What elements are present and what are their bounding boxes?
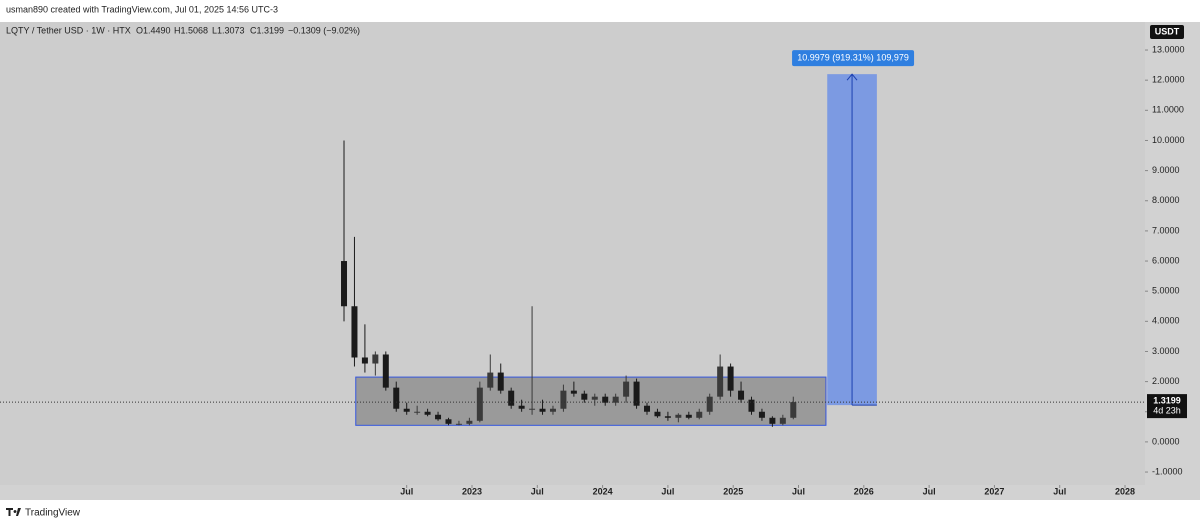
- candle-body: [758, 411, 765, 418]
- candle-body: [790, 402, 797, 418]
- credit: usman890 created with TradingView.com, J…: [6, 4, 278, 14]
- x-tick-label: 2028: [1115, 486, 1135, 496]
- candle-body: [602, 396, 609, 403]
- candle-body: [560, 390, 567, 409]
- y-tick-label: 7.0000: [1152, 225, 1180, 235]
- candle-body: [518, 405, 525, 409]
- x-tick-label: 2024: [593, 486, 613, 496]
- candle-body: [748, 399, 755, 412]
- candle-body: [372, 354, 379, 364]
- candle-body: [706, 396, 713, 412]
- candle-body: [570, 390, 577, 394]
- logo: [6, 508, 21, 516]
- candle-body: [591, 396, 598, 400]
- candle-body: [403, 408, 410, 412]
- candle-body: [529, 408, 536, 410]
- x-tick-label: 2027: [984, 486, 1004, 496]
- candle-body: [623, 381, 630, 397]
- candle-body: [779, 417, 786, 424]
- candle-body: [351, 306, 358, 358]
- candle-body: [393, 387, 400, 409]
- candle-body: [539, 408, 546, 412]
- brand: TradingView: [25, 508, 81, 519]
- x-tick-label: Jul: [1053, 486, 1066, 496]
- y-tick-label: 11.0000: [1152, 105, 1184, 115]
- price-axis-background: [1145, 22, 1200, 500]
- candle-body: [654, 411, 661, 417]
- plot-background: [0, 22, 1145, 485]
- candle-body: [769, 417, 776, 424]
- candle-body: [612, 396, 619, 403]
- candle-body: [685, 414, 692, 418]
- projection-label: 10.9979 (919.31%) 109,979: [797, 53, 909, 63]
- candle-body: [497, 372, 504, 391]
- candle-body: [414, 411, 421, 413]
- candle-body: [664, 416, 671, 418]
- y-tick-label: 5.0000: [1152, 286, 1180, 296]
- y-tick-label: 4.0000: [1152, 316, 1180, 326]
- x-tick-label: Jul: [923, 486, 936, 496]
- candle-body: [633, 381, 640, 406]
- range-box: [355, 376, 827, 426]
- candle-body: [435, 414, 442, 420]
- currency-box[interactable]: [1150, 25, 1184, 39]
- candle-body: [644, 405, 651, 412]
- candle-body: [341, 261, 348, 307]
- x-tick-label: 2026: [854, 486, 874, 496]
- candle-body: [717, 366, 724, 397]
- y-tick-label: 0.0000: [1152, 436, 1180, 446]
- candle-body: [424, 411, 431, 415]
- y-tick-label: 13.0000: [1152, 44, 1185, 54]
- candle-body: [549, 408, 556, 412]
- y-tick-label: 6.0000: [1152, 255, 1180, 265]
- change: −0.1309 (−9.02%): [288, 25, 360, 35]
- candle-body: [361, 357, 368, 364]
- candle-body: [476, 387, 483, 421]
- candle-body: [455, 423, 462, 425]
- y-tick-label: 10.0000: [1152, 135, 1185, 145]
- candle-body: [727, 366, 734, 391]
- candle-body: [696, 411, 703, 418]
- last-price-label: 1.3199: [1153, 395, 1181, 405]
- y-tick-label: 12.0000: [1152, 75, 1185, 85]
- projection-arrowhead: [846, 73, 858, 81]
- y-tick-label: 8.0000: [1152, 195, 1180, 205]
- candle-body: [738, 390, 745, 400]
- x-tick-label: Jul: [531, 486, 544, 496]
- x-tick-label: 2025: [723, 486, 743, 496]
- time-axis-background: [0, 485, 1145, 500]
- currency[interactable]: USDT: [1155, 26, 1180, 36]
- ohlc-close: C1.3199: [250, 25, 284, 35]
- candle-body: [382, 354, 389, 388]
- last-price-box: [1147, 394, 1187, 419]
- candle-body: [581, 393, 588, 400]
- y-tick-label: -1.0000: [1152, 466, 1183, 476]
- projection-label-box: [792, 50, 915, 67]
- candle-body: [487, 372, 494, 388]
- x-tick-label: Jul: [792, 486, 805, 496]
- x-tick-label: 2023: [462, 486, 482, 496]
- ohlc-high: H1.5068: [174, 25, 208, 35]
- candle-body: [466, 420, 473, 424]
- ohlc-low: L1.3073: [212, 25, 245, 35]
- y-tick-label: 2.0000: [1152, 376, 1180, 386]
- y-tick-label: 3.0000: [1152, 346, 1180, 356]
- symbol: LQTY / Tether USD · 1W · HTX: [6, 25, 131, 35]
- y-tick-label: 9.0000: [1152, 165, 1180, 175]
- candle-body: [675, 414, 682, 418]
- candle-body: [445, 419, 452, 424]
- x-tick-label: Jul: [661, 486, 674, 496]
- candle-body: [508, 390, 515, 406]
- countdown: 4d 23h: [1153, 405, 1181, 415]
- x-tick-label: Jul: [400, 486, 413, 496]
- ohlc-open: O1.4490: [136, 25, 171, 35]
